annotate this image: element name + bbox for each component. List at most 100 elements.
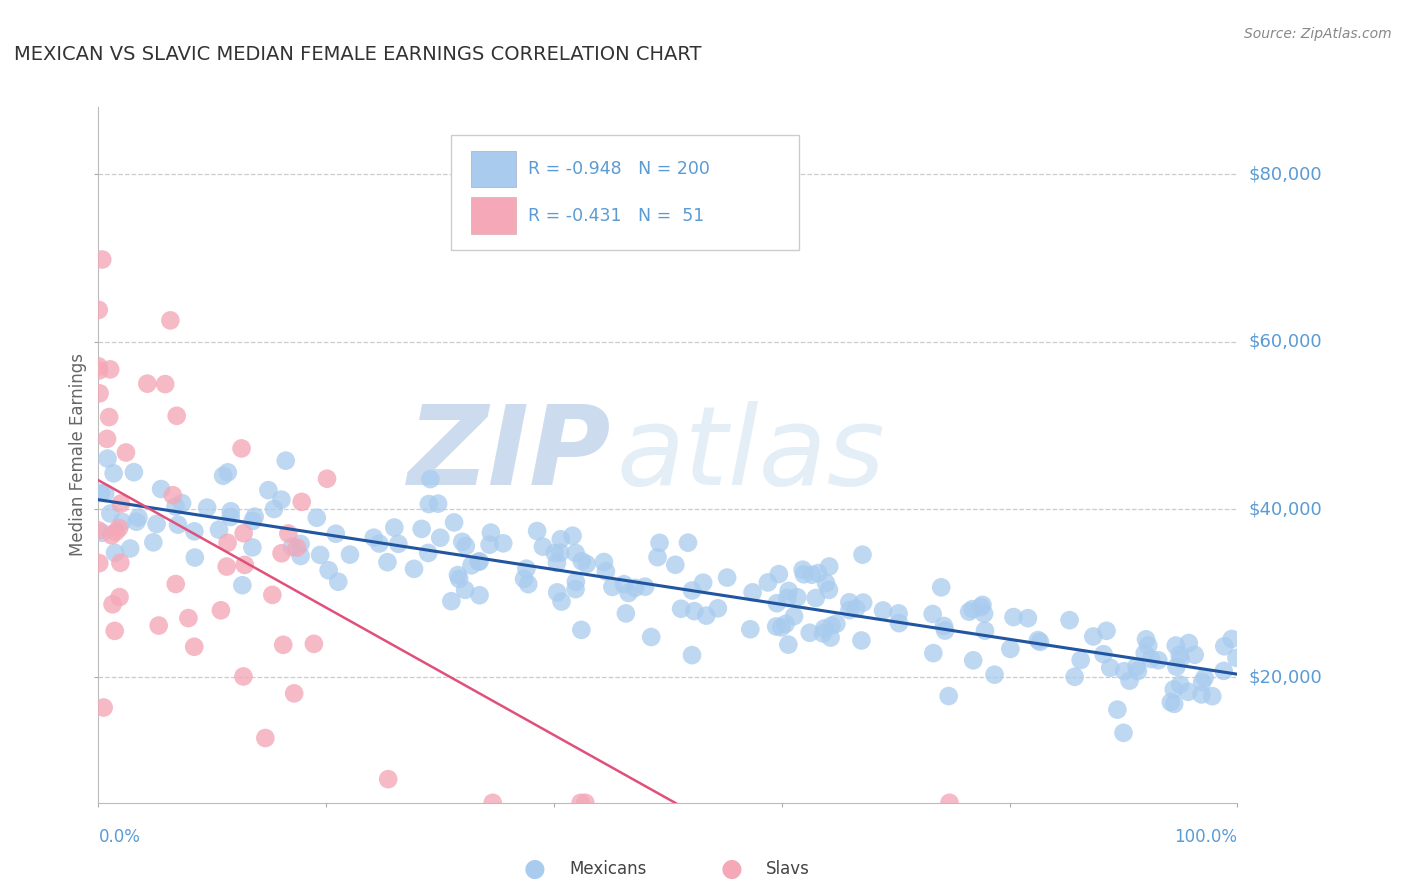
Point — [125, 515, 148, 529]
FancyBboxPatch shape — [451, 135, 799, 250]
Point — [232, 669, 254, 683]
Point — [115, 445, 138, 459]
Point — [929, 580, 952, 594]
Point — [962, 602, 984, 616]
Text: MEXICAN VS SLAVIC MEDIAN FEMALE EARNINGS CORRELATION CHART: MEXICAN VS SLAVIC MEDIAN FEMALE EARNINGS… — [14, 45, 702, 63]
Point — [454, 539, 477, 553]
Point — [136, 376, 159, 391]
Point — [177, 611, 200, 625]
Point — [110, 497, 132, 511]
Point — [800, 567, 823, 582]
Point — [676, 535, 699, 549]
Point — [277, 526, 299, 541]
Point — [793, 567, 815, 582]
Point — [318, 563, 340, 577]
Point — [613, 577, 636, 591]
Point — [111, 515, 134, 529]
Point — [183, 524, 205, 539]
Point — [838, 603, 860, 617]
Point — [208, 523, 231, 537]
Point — [741, 585, 763, 599]
Point — [1191, 688, 1213, 702]
Point — [402, 562, 425, 576]
Point — [101, 597, 124, 611]
Point — [775, 616, 797, 631]
Point — [770, 620, 793, 634]
Point — [110, 556, 132, 570]
Point — [302, 637, 325, 651]
Point — [647, 550, 669, 565]
Point — [938, 689, 960, 703]
Text: $60,000: $60,000 — [1249, 333, 1322, 351]
Point — [411, 522, 433, 536]
Point — [167, 517, 190, 532]
Point — [283, 686, 305, 700]
Point — [1029, 635, 1052, 649]
Point — [94, 486, 117, 500]
Point — [575, 557, 598, 571]
Point — [1095, 624, 1118, 638]
Point — [305, 510, 328, 524]
Point — [1212, 664, 1234, 678]
Point — [970, 600, 993, 615]
Point — [1107, 703, 1129, 717]
Point — [1191, 675, 1213, 690]
Point — [290, 549, 312, 563]
Point — [818, 559, 841, 574]
Point — [692, 575, 714, 590]
Point — [447, 568, 470, 582]
Point — [756, 575, 779, 590]
Point — [648, 536, 671, 550]
Point — [257, 483, 280, 498]
Point — [172, 496, 194, 510]
Point — [513, 572, 536, 586]
Point — [1059, 613, 1081, 627]
Point — [165, 500, 187, 514]
Point — [550, 594, 572, 608]
Point — [96, 451, 118, 466]
Point — [1163, 697, 1185, 711]
Point — [195, 500, 218, 515]
Point — [481, 796, 503, 810]
Point — [145, 516, 167, 531]
Point — [934, 624, 956, 638]
Point — [695, 608, 717, 623]
Point — [740, 622, 762, 636]
Point — [1112, 726, 1135, 740]
Point — [104, 524, 127, 539]
Text: atlas: atlas — [617, 401, 886, 508]
Point — [716, 571, 738, 585]
Point — [87, 524, 110, 538]
Point — [973, 607, 995, 621]
Point — [517, 577, 540, 591]
Point — [281, 540, 304, 554]
Point — [804, 591, 827, 605]
Point — [872, 603, 894, 617]
Point — [1163, 682, 1185, 697]
Point — [1164, 639, 1187, 653]
Point — [98, 410, 121, 425]
Point — [1184, 648, 1206, 662]
Point — [818, 582, 841, 597]
Point — [838, 595, 860, 609]
Point — [569, 796, 592, 810]
Point — [382, 520, 405, 534]
Text: 100.0%: 100.0% — [1174, 828, 1237, 846]
Point — [548, 546, 571, 560]
Point — [974, 624, 997, 638]
Point — [1114, 664, 1136, 678]
Point — [150, 482, 173, 496]
Point — [254, 731, 277, 745]
Point — [544, 546, 567, 560]
Point — [851, 633, 873, 648]
Point — [1160, 695, 1182, 709]
Point — [104, 624, 127, 638]
Point — [776, 591, 799, 605]
Point — [845, 601, 868, 615]
Point — [569, 623, 592, 637]
Point — [531, 540, 554, 554]
Point — [799, 625, 821, 640]
Point — [87, 359, 110, 374]
Point — [1126, 664, 1149, 678]
Point — [664, 558, 686, 572]
